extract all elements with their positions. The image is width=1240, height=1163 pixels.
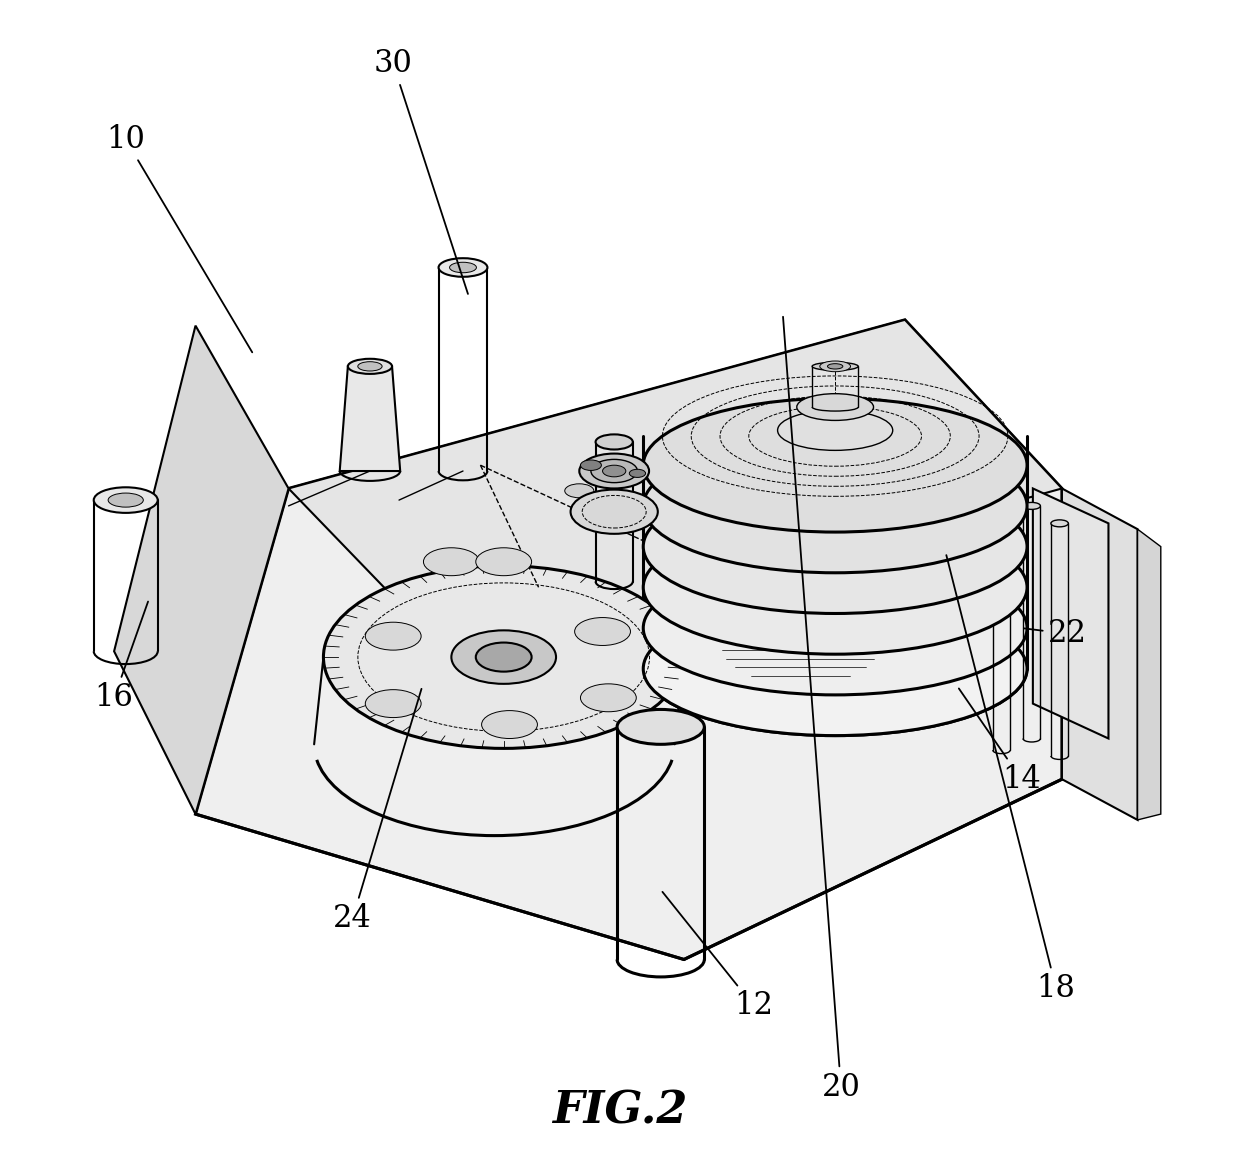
Ellipse shape <box>580 684 636 712</box>
Text: 24: 24 <box>334 688 422 934</box>
Ellipse shape <box>450 262 476 273</box>
Polygon shape <box>196 320 1061 959</box>
Ellipse shape <box>580 459 601 471</box>
Ellipse shape <box>702 487 789 525</box>
Ellipse shape <box>719 494 771 518</box>
Ellipse shape <box>777 411 893 450</box>
Ellipse shape <box>644 399 1027 533</box>
Ellipse shape <box>348 359 392 374</box>
Ellipse shape <box>366 622 422 650</box>
Ellipse shape <box>993 514 1011 521</box>
Polygon shape <box>289 320 1061 657</box>
Ellipse shape <box>358 362 382 371</box>
Ellipse shape <box>94 487 157 513</box>
Ellipse shape <box>644 440 1027 573</box>
Ellipse shape <box>797 393 873 421</box>
Polygon shape <box>1061 488 1137 820</box>
Ellipse shape <box>722 606 879 685</box>
Ellipse shape <box>324 566 684 749</box>
Ellipse shape <box>579 454 649 488</box>
Polygon shape <box>1137 529 1161 820</box>
Ellipse shape <box>564 484 594 498</box>
Ellipse shape <box>630 469 646 477</box>
Ellipse shape <box>451 630 556 684</box>
Ellipse shape <box>108 493 144 507</box>
Text: 16: 16 <box>94 601 148 713</box>
Ellipse shape <box>644 480 1027 614</box>
Ellipse shape <box>644 562 1027 695</box>
Text: 30: 30 <box>373 49 467 294</box>
Ellipse shape <box>574 618 630 645</box>
Polygon shape <box>114 326 289 814</box>
Ellipse shape <box>1023 502 1040 509</box>
Text: FIG.2: FIG.2 <box>552 1090 688 1132</box>
Ellipse shape <box>591 459 637 483</box>
Ellipse shape <box>481 711 537 739</box>
Ellipse shape <box>820 361 851 372</box>
Ellipse shape <box>644 521 1027 655</box>
Ellipse shape <box>366 690 422 718</box>
Ellipse shape <box>439 258 487 277</box>
Text: 12: 12 <box>662 892 774 1021</box>
Ellipse shape <box>603 465 626 477</box>
Ellipse shape <box>570 490 657 534</box>
Text: 18: 18 <box>946 555 1075 1004</box>
Text: 10: 10 <box>107 124 252 352</box>
Ellipse shape <box>644 602 1027 736</box>
Polygon shape <box>340 366 401 471</box>
Text: 22: 22 <box>1024 619 1087 649</box>
Ellipse shape <box>423 548 480 576</box>
Ellipse shape <box>618 709 704 744</box>
Ellipse shape <box>1050 520 1069 527</box>
Ellipse shape <box>476 548 532 576</box>
Ellipse shape <box>827 364 843 369</box>
Text: 14: 14 <box>959 688 1040 794</box>
Ellipse shape <box>595 435 632 449</box>
Polygon shape <box>1033 488 1109 739</box>
Ellipse shape <box>476 643 532 672</box>
Text: 20: 20 <box>782 316 861 1103</box>
Ellipse shape <box>812 363 858 370</box>
